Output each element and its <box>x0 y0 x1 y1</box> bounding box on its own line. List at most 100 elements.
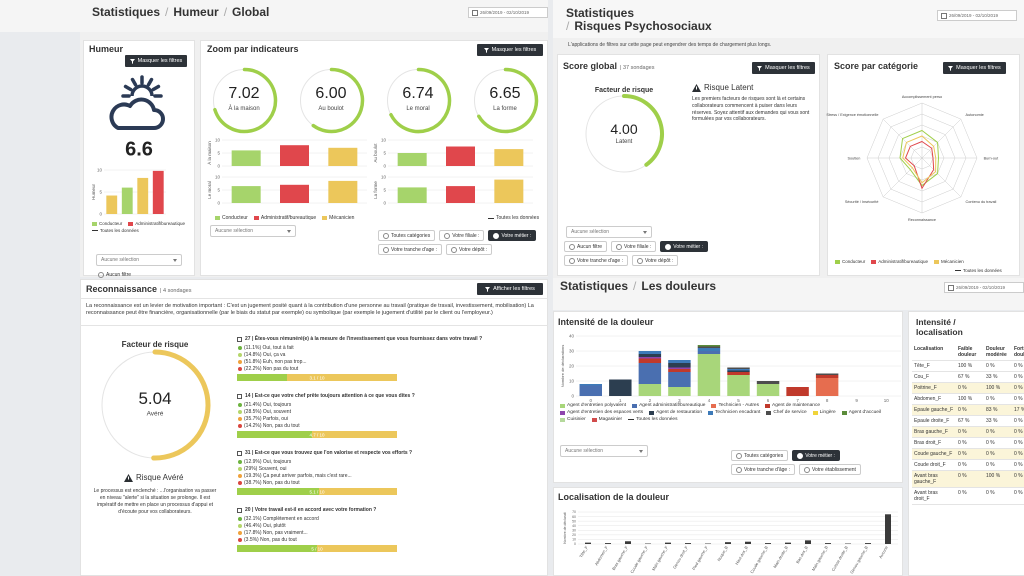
answer-dot <box>238 353 242 357</box>
question-checkbox[interactable] <box>237 508 242 513</box>
legend: Conducteur Administratif/bureautique Toute… <box>92 221 192 251</box>
risk-text: Les premiers facteurs de risques sont là… <box>692 96 810 123</box>
legend-label: Technicien encadrant <box>715 410 761 415</box>
answer-dot <box>238 531 242 535</box>
radar-axis-label: Sécurité / Insécurité <box>845 200 879 204</box>
filter-option[interactable]: Votre établissement <box>799 464 861 475</box>
answer-text: (46.4%) Oui, plutôt <box>244 523 286 529</box>
filter-button[interactable]: Masquer les filtres <box>125 55 187 67</box>
score-label: 5 / 10 <box>311 546 323 551</box>
legend-swatch <box>92 221 97 226</box>
filter-option[interactable]: Toutes catégories <box>731 450 789 461</box>
filter-option[interactable]: Votre tranche d'age : <box>378 244 442 255</box>
legend-swatch <box>560 403 565 408</box>
question-checkbox[interactable] <box>237 337 242 342</box>
panel-count: | 4 sondages <box>160 288 192 294</box>
dropdown[interactable]: Aucune sélection <box>210 225 296 237</box>
legend-item: Agent administratif/bureautique <box>632 403 705 408</box>
legend-label: Administratif/bureautique <box>878 259 929 264</box>
filter-button[interactable]: Afficher les filtres <box>477 283 543 295</box>
filter-option[interactable]: Votre filiale : <box>439 230 485 241</box>
filter-label: Votre tranche d'âge : <box>744 466 790 473</box>
table-cell: 0 % <box>956 448 984 460</box>
filter-option[interactable]: Votre dépôt : <box>632 255 679 266</box>
filter-option[interactable]: Votre métier : <box>488 230 537 241</box>
filter-option[interactable]: Votre métier : <box>792 450 840 461</box>
bar-segment <box>756 381 780 384</box>
filter-options: Toutes catégories Votre métier : Votre tra… <box>731 450 871 480</box>
answer-row: (3.5%) Non, pas du tout <box>238 537 297 543</box>
table-cell: 0 % <box>1012 437 1024 449</box>
legend-label: Conducteur <box>842 259 866 264</box>
radar-axis <box>921 118 962 159</box>
legend-item: Chef de service <box>766 410 807 415</box>
question-checkbox[interactable] <box>237 451 242 456</box>
filter-option[interactable]: Aucun filtre <box>564 241 608 252</box>
indicator-chart: 0 5 10À la maison <box>206 138 367 169</box>
answer-dot <box>238 424 242 428</box>
date-range-picker[interactable]: 26/09/2019 - 02/10/2019 <box>937 10 1017 21</box>
table-cell: 0 % <box>984 448 1012 460</box>
radio-option[interactable]: Aucun filtre <box>98 272 131 278</box>
answer-text: (28.5%) Oui, souvent <box>244 409 291 415</box>
bar-segment <box>727 369 750 371</box>
legend-label: Toutes les données <box>100 228 139 233</box>
dropdown-caret <box>173 258 177 262</box>
gauge-value: 4.00 <box>610 121 638 138</box>
warning-icon <box>692 84 701 92</box>
radar-chart: Accomplissement perso Autonomie Burn-out Co… <box>826 95 999 222</box>
filter-option[interactable]: Votre tranche d'age : <box>564 255 628 266</box>
dropdown[interactable]: Aucune sélection <box>96 254 182 266</box>
warning-bang <box>128 476 129 480</box>
y-tick-label: 0 <box>571 394 574 399</box>
table-cell: Coude droit_F <box>912 459 956 471</box>
legend-label: Agent de restauration <box>656 410 702 415</box>
answer-row: (38.7%) Non, pas du tout <box>238 480 300 486</box>
radio-circle <box>569 257 575 264</box>
legend: Conducteur Administratif/bureautique Mécan… <box>215 215 415 245</box>
sun-ray <box>130 77 138 87</box>
date-range-picker[interactable]: 26/09/2019 - 02/10/2019 <box>944 282 1024 293</box>
axis-label: Nombre de déclarations <box>560 345 565 387</box>
answer-dot <box>238 481 242 485</box>
filter-button[interactable]: Masquer les filtres <box>477 44 543 56</box>
bar-segment <box>786 387 809 396</box>
breadcrumb-item: Humeur <box>173 5 219 19</box>
bar <box>805 540 811 544</box>
filter-option[interactable]: Toutes catégories <box>378 230 436 241</box>
table-cell: Poitrine_F <box>912 382 956 394</box>
bar-segment <box>668 363 691 368</box>
x-tick-label: 1 <box>619 398 622 403</box>
score-label: 5.1 / 10 <box>309 489 325 494</box>
dropdown[interactable]: Aucune sélection <box>560 445 648 457</box>
bar-segment <box>756 384 780 396</box>
filter-button[interactable]: Masquer les filtres <box>752 62 815 74</box>
date-range-picker[interactable]: 26/09/2019 - 02/10/2019 <box>468 7 548 18</box>
filter-option[interactable]: Votre filiale : <box>611 241 657 252</box>
bar <box>765 543 771 544</box>
legend-swatch <box>128 221 134 226</box>
filter-button[interactable]: Masquer les filtres <box>943 62 1006 74</box>
answer-dot <box>238 360 242 364</box>
loading-note: L'applications de filtres sur cette page… <box>568 42 772 48</box>
filter-option[interactable]: Votre tranche d'âge : <box>731 464 795 475</box>
radar-axis-label: Stress / Exigence émotionnelle <box>826 113 878 117</box>
legend-swatch <box>560 417 565 422</box>
breadcrumb-item: Global <box>232 5 270 19</box>
score-bar-fill <box>237 431 313 438</box>
bar <box>328 180 358 203</box>
filter-option[interactable]: Votre métier : <box>660 241 708 252</box>
bar <box>885 514 891 544</box>
table-cell: Avant bras droit_F <box>912 487 956 505</box>
table-cell: Avant bras gauche_F <box>912 470 956 488</box>
legend-swatch <box>708 410 713 415</box>
y-tick-label: 0 <box>217 164 220 169</box>
filter-option[interactable]: Votre dépôt : <box>446 244 493 255</box>
dropdown-caret <box>643 230 647 234</box>
filter-label: Votre dépôt : <box>459 246 488 253</box>
question-checkbox[interactable] <box>237 394 242 399</box>
bar <box>280 184 309 203</box>
dropdown[interactable]: Aucune sélection <box>566 226 652 238</box>
answer-text: (51.8%) Euh, non pas trop... <box>244 359 307 365</box>
